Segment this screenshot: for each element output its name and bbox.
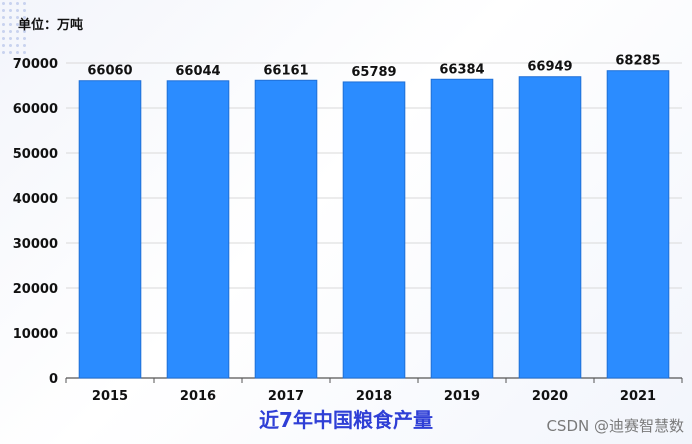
x-tick-label: 2016: [180, 389, 216, 404]
y-tick-label: 20000: [13, 282, 58, 297]
bar: [166, 80, 230, 379]
bar: [606, 70, 670, 379]
x-tick-label: 2021: [620, 389, 656, 404]
x-tick-label: 2020: [532, 389, 568, 404]
x-tick-label: 2018: [356, 389, 392, 404]
y-tick-label: 60000: [13, 102, 58, 117]
data-label: 65789: [351, 65, 396, 80]
data-label: 68285: [615, 54, 660, 69]
data-label: 66384: [439, 62, 484, 77]
data-label: 66060: [87, 64, 132, 79]
bar: [78, 80, 142, 379]
data-label: 66161: [263, 63, 308, 78]
bar: [430, 78, 494, 379]
chart-caption: 近7年中国粮食产量: [259, 408, 433, 432]
y-tick-label: 40000: [13, 192, 58, 207]
decorative-dot-grid: [0, 0, 26, 56]
data-label: 66044: [175, 64, 220, 79]
y-tick-label: 10000: [13, 327, 58, 342]
bar: [518, 76, 582, 379]
y-tick-label: 50000: [13, 147, 58, 162]
bar: [254, 79, 318, 379]
x-tick-label: 2015: [92, 389, 128, 404]
y-tick-label: 70000: [13, 57, 58, 72]
x-tick-label: 2019: [444, 389, 480, 404]
unit-label: 单位：万吨: [18, 18, 84, 33]
watermark: CSDN @迪赛智慧数: [546, 417, 684, 435]
x-tick-label: 2017: [268, 389, 304, 404]
y-tick-label: 0: [49, 372, 58, 387]
bar: [342, 81, 406, 379]
y-tick-label: 30000: [13, 237, 58, 252]
data-label: 66949: [527, 60, 572, 75]
